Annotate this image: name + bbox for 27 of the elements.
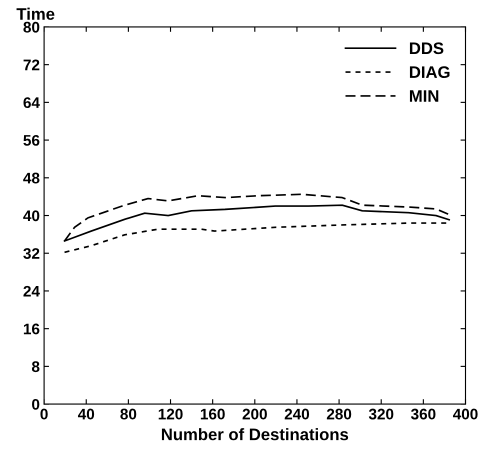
x-tick-label: 0	[40, 408, 48, 420]
legend-label: DIAG	[410, 66, 450, 78]
y-tick-label: 48	[23, 172, 40, 184]
y-tick-label: 40	[23, 210, 40, 222]
y-tick-label: 80	[23, 22, 40, 33]
x-tick-label: 200	[242, 408, 267, 420]
legend-label: DDS	[410, 42, 444, 54]
x-tick-label: 280	[326, 408, 352, 420]
x-tick-label: 160	[200, 408, 225, 420]
y-tick-label: 0	[32, 398, 40, 410]
y-tick-label: 8	[32, 361, 40, 372]
y-tick-label: 72	[24, 60, 40, 70]
x-axis-title: Number of Destinations	[162, 428, 348, 440]
x-tick-label: 40	[78, 408, 94, 420]
x-tick-label: 240	[284, 408, 310, 420]
x-tick-label: 80	[120, 408, 136, 420]
y-tick-label: 32	[23, 248, 40, 259]
y-tick-label: 16	[24, 324, 40, 334]
legend-label: MIN	[410, 90, 438, 102]
y-tick-label: 24	[23, 286, 40, 296]
x-tick-label: 320	[368, 408, 394, 420]
x-tick-label: 360	[410, 408, 436, 420]
y-axis-title: Time	[16, 8, 54, 20]
x-tick-label: 120	[158, 408, 183, 420]
x-tick-label: 400	[452, 408, 478, 420]
y-tick-label: 56	[23, 134, 40, 146]
y-tick-label: 64	[24, 97, 40, 108]
